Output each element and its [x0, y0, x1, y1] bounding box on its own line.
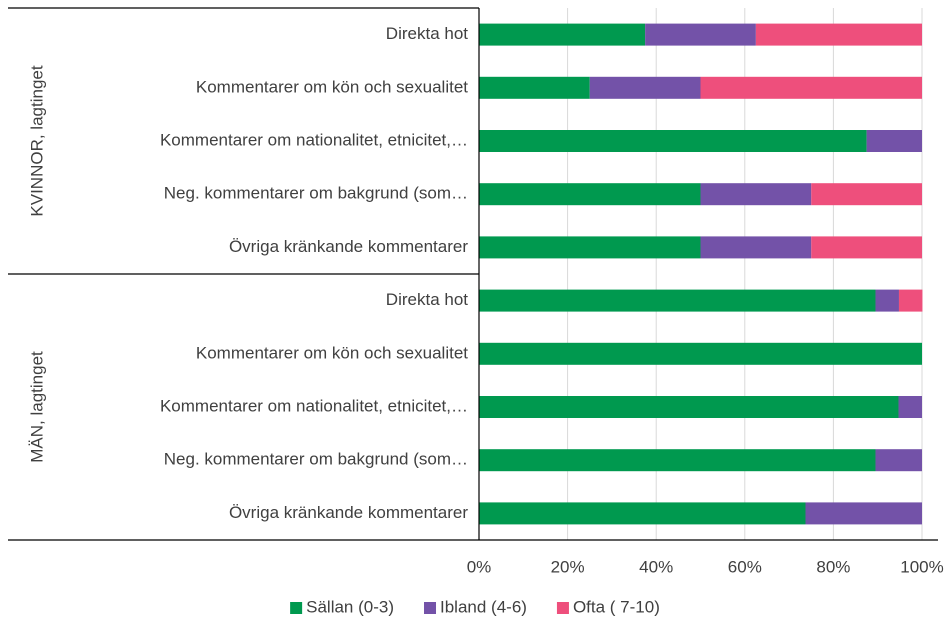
bar-segment — [479, 23, 646, 46]
bar-segment — [479, 183, 701, 206]
bar-segment — [700, 236, 812, 259]
category-label: Kommentarer om kön och sexualitet — [196, 77, 468, 96]
legend-swatch — [290, 602, 303, 614]
category-label: Kommentarer om nationalitet, etnicitet,… — [160, 396, 468, 415]
bar-segment — [479, 289, 876, 312]
category-label: Neg. kommentarer om bakgrund (som… — [164, 450, 468, 469]
legend-label: Sällan (0-3) — [306, 597, 394, 616]
legend-label: Ofta ( 7-10) — [573, 597, 660, 616]
bar-segment — [479, 396, 899, 418]
bar-segment — [755, 23, 922, 46]
category-label: Övriga kränkande kommentarer — [229, 237, 468, 256]
legend-swatch — [556, 602, 569, 614]
bar-segment — [875, 289, 899, 312]
bar-segment — [589, 76, 701, 99]
category-label: Neg. kommentarer om bakgrund (som… — [164, 184, 468, 203]
x-tick-label: 40% — [639, 557, 673, 576]
category-label: Kommentarer om nationalitet, etnicitet,… — [160, 130, 468, 149]
bar-segment — [811, 236, 922, 259]
bar-segment — [875, 449, 922, 472]
bar-segment — [898, 396, 922, 418]
x-tick-label: 100% — [900, 557, 943, 576]
bar-segment — [811, 183, 922, 206]
category-label: Kommentarer om kön och sexualitet — [196, 343, 468, 362]
category-label: Direkta hot — [386, 290, 468, 309]
group-label: MÄN, lagtinget — [27, 351, 46, 463]
x-tick-label: 80% — [816, 557, 850, 576]
x-tick-label: 0% — [467, 557, 492, 576]
bar-segment — [805, 502, 922, 525]
x-tick-label: 20% — [551, 557, 585, 576]
bar-segment — [866, 130, 922, 152]
bar-segment — [645, 23, 756, 46]
x-tick-label: 60% — [728, 557, 762, 576]
bar-segment — [479, 502, 806, 525]
bar-segment — [479, 130, 867, 152]
bar-segment — [479, 76, 590, 99]
legend-swatch — [424, 602, 437, 614]
bar-segment — [479, 342, 922, 365]
category-label: Övriga kränkande kommentarer — [229, 503, 468, 522]
legend-label: Ibland (4-6) — [440, 597, 527, 616]
bar-segment — [479, 449, 876, 472]
bar-segment — [700, 183, 812, 206]
legend: Sällan (0-3) Ibland (4-6) Ofta ( 7-10) — [290, 597, 660, 616]
group-label: KVINNOR, lagtinget — [27, 65, 46, 216]
bar-segment — [898, 289, 923, 312]
bar-segment — [700, 76, 922, 99]
bar-segment — [479, 236, 701, 259]
category-label: Direkta hot — [386, 24, 468, 43]
